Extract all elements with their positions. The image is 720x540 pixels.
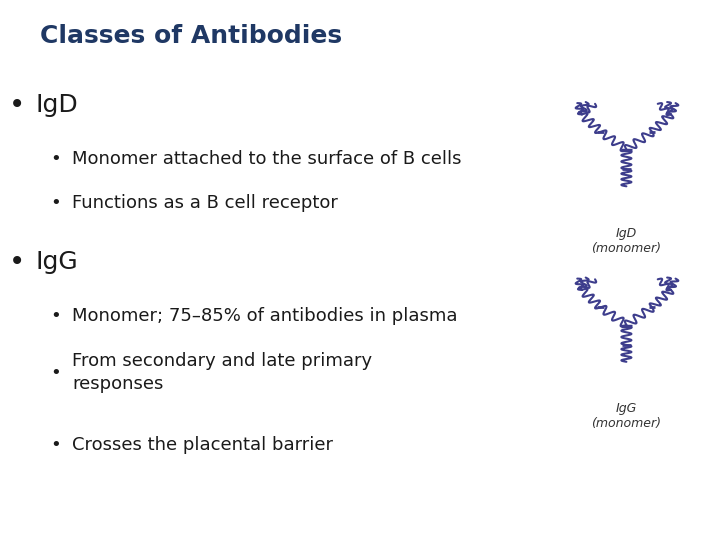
- Text: From secondary and late primary
responses: From secondary and late primary response…: [72, 353, 372, 393]
- Text: •: •: [9, 91, 25, 119]
- Text: •: •: [9, 248, 25, 276]
- Text: Monomer attached to the surface of B cells: Monomer attached to the surface of B cel…: [72, 150, 462, 168]
- Text: •: •: [50, 363, 61, 382]
- Text: •: •: [50, 150, 61, 168]
- Text: •: •: [50, 193, 61, 212]
- Text: Monomer; 75–85% of antibodies in plasma: Monomer; 75–85% of antibodies in plasma: [72, 307, 457, 325]
- Text: Classes of Antibodies: Classes of Antibodies: [40, 24, 342, 48]
- Text: IgG: IgG: [36, 250, 78, 274]
- Text: Crosses the placental barrier: Crosses the placental barrier: [72, 436, 333, 455]
- Text: •: •: [50, 307, 61, 325]
- Text: Functions as a B cell receptor: Functions as a B cell receptor: [72, 193, 338, 212]
- Text: •: •: [50, 436, 61, 455]
- Text: IgD
(monomer): IgD (monomer): [591, 227, 662, 255]
- Text: IgD: IgD: [36, 93, 78, 117]
- Text: IgG
(monomer): IgG (monomer): [591, 402, 662, 430]
